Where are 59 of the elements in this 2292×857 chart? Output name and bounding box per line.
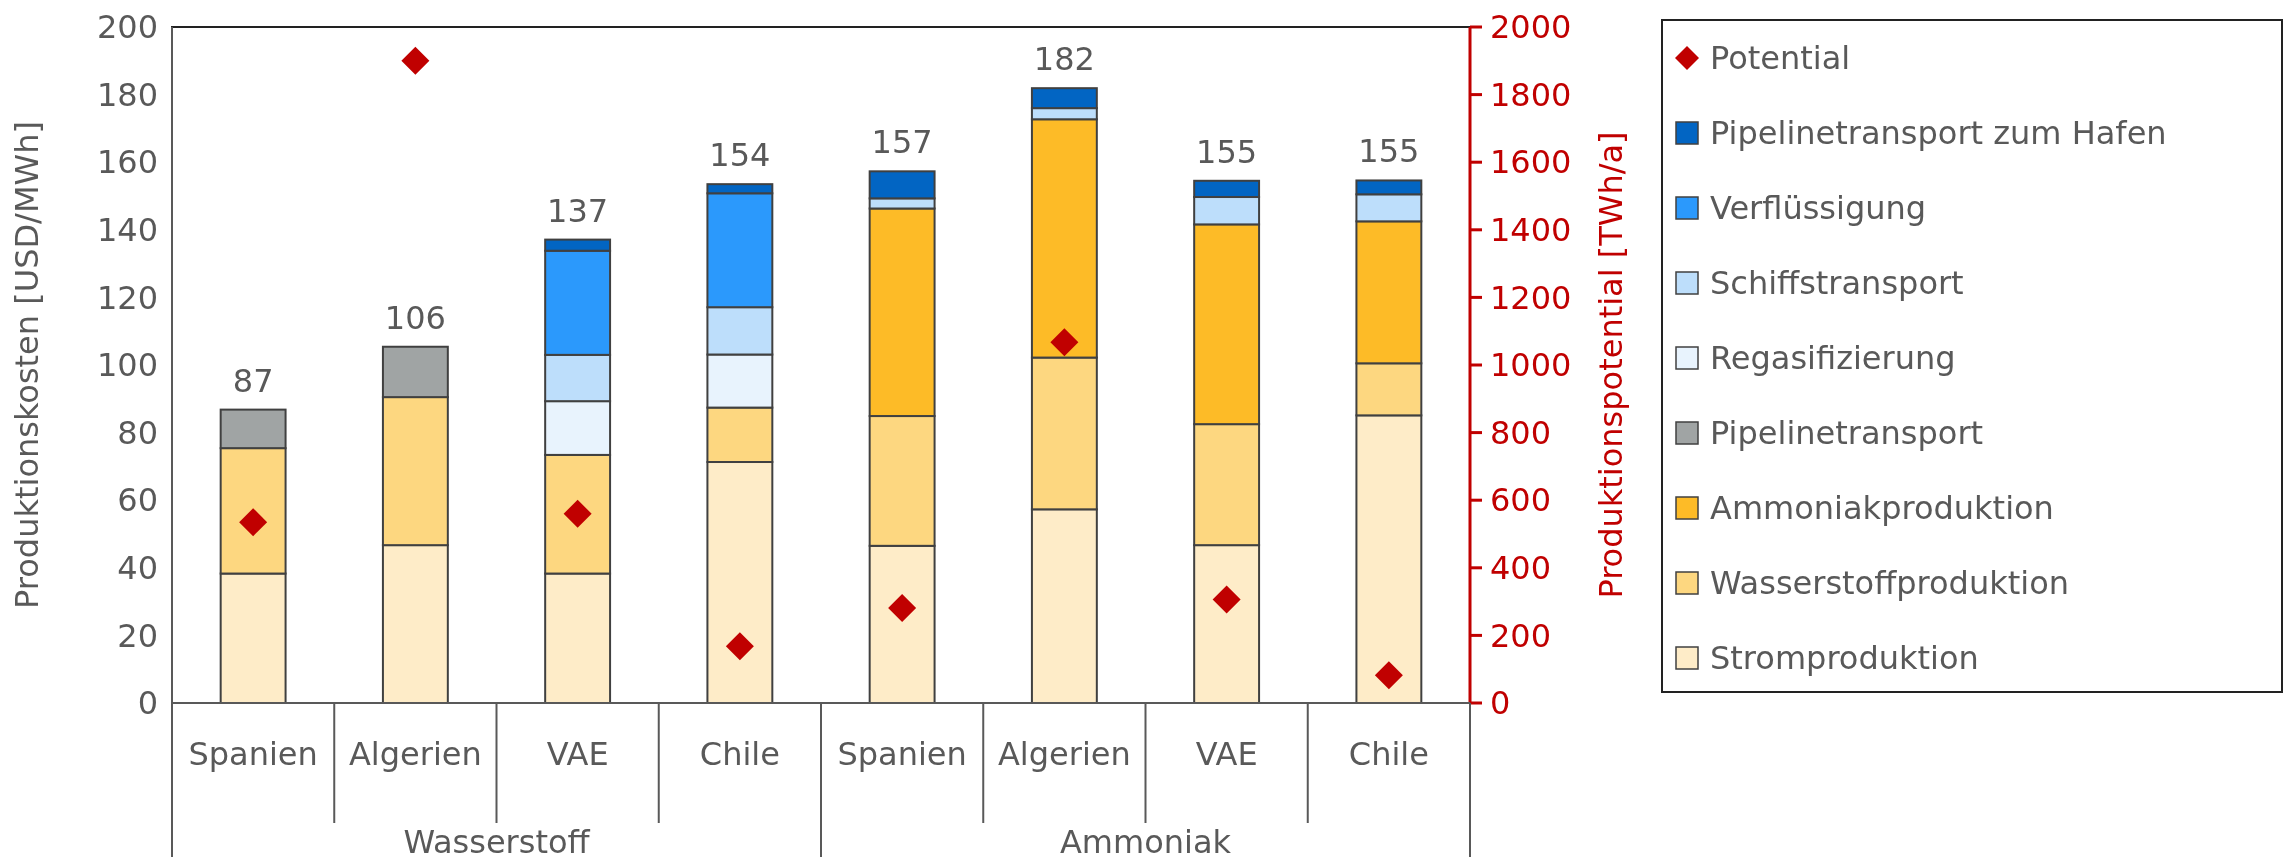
y2-axis-title: Produktionspotential [TWh/a] xyxy=(1592,131,1630,599)
x-tick-label: Algerien xyxy=(997,735,1131,773)
x-tick-label: Spanien xyxy=(837,735,967,773)
y2-tick-label: 200 xyxy=(1490,616,1552,655)
y-tick-label: 200 xyxy=(96,8,158,47)
y-axis-title: Produktionskosten [USD/MWh] xyxy=(8,121,46,609)
y2-tick-label: 1400 xyxy=(1490,211,1572,249)
x-tick-label: Chile xyxy=(1348,735,1429,773)
y2-tick-label: 1600 xyxy=(1490,143,1572,182)
text: Wasserstoff xyxy=(403,823,591,857)
y-tick-label: 100 xyxy=(96,346,158,385)
y2-tick-label: 800 xyxy=(1490,413,1552,452)
point xyxy=(563,499,592,528)
legend-label: Ammoniakproduktion xyxy=(1710,489,2054,528)
total-label: 106 xyxy=(384,298,446,337)
y2-tick-label: 1000 xyxy=(1490,346,1572,385)
point xyxy=(888,594,917,623)
legend-label: Potential xyxy=(1710,39,1851,78)
x-tick-label: VAE xyxy=(1195,735,1258,773)
point xyxy=(725,632,754,661)
point xyxy=(239,508,268,537)
total-label: 155 xyxy=(1358,132,1420,171)
x-tick-label: VAE xyxy=(546,735,609,773)
y-tick-label: 140 xyxy=(96,211,158,249)
y-tick-label: 40 xyxy=(117,549,158,587)
legend-label: Regasifizierung xyxy=(1710,339,1956,378)
y2-tick-label: 1200 xyxy=(1490,278,1572,317)
legend-label: Pipelinetransport zum Hafen xyxy=(1710,114,2167,153)
y-tick-label: 20 xyxy=(117,616,158,655)
y-tick-label: 80 xyxy=(117,413,158,452)
total-label: 87 xyxy=(232,361,274,400)
x-tick-label: Algerien xyxy=(348,735,482,773)
point xyxy=(1050,328,1079,357)
text: Ammoniak xyxy=(1059,823,1232,857)
total-label: 137 xyxy=(547,191,609,230)
y-tick-label: 60 xyxy=(117,481,158,520)
y2-tick-label: 600 xyxy=(1490,481,1552,520)
y-tick-label: 180 xyxy=(96,75,158,114)
point xyxy=(1374,661,1403,690)
legend-label: Stromproduktion xyxy=(1710,639,1979,678)
legend-label: Wasserstoffproduktion xyxy=(1710,564,2069,603)
x-tick-label: Spanien xyxy=(188,735,318,773)
total-label: 154 xyxy=(709,136,771,175)
legend-label: Verflüssigung xyxy=(1710,189,1927,228)
y2-tick-label: 2000 xyxy=(1490,8,1572,47)
total-label: 155 xyxy=(1196,132,1258,171)
point xyxy=(1212,585,1241,614)
y-tick-label: 120 xyxy=(96,278,158,317)
y-tick-label: 160 xyxy=(96,143,158,182)
total-label: 157 xyxy=(871,123,933,162)
x-tick-label: Chile xyxy=(699,735,780,773)
y2-tick-label: 1800 xyxy=(1490,75,1572,114)
y-tick-label: 0 xyxy=(137,684,158,723)
legend-label: Pipelinetransport xyxy=(1710,414,1984,453)
y2-tick-label: 400 xyxy=(1490,549,1552,587)
y2-tick-label: 0 xyxy=(1490,684,1511,723)
point xyxy=(401,46,430,75)
total-label: 182 xyxy=(1033,40,1095,79)
legend-label: Schiffstransport xyxy=(1710,264,1964,303)
